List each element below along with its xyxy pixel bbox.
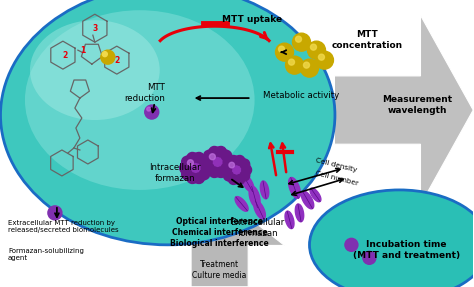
- Polygon shape: [235, 197, 248, 211]
- Circle shape: [216, 146, 226, 157]
- Circle shape: [201, 157, 212, 167]
- Ellipse shape: [30, 20, 160, 120]
- Circle shape: [242, 165, 252, 175]
- Circle shape: [145, 105, 159, 119]
- Text: Optical interference: Optical interference: [176, 217, 263, 226]
- Circle shape: [285, 56, 303, 74]
- Text: Incubation time
(MTT and treatment): Incubation time (MTT and treatment): [353, 240, 460, 259]
- Circle shape: [279, 46, 284, 52]
- Text: 3: 3: [92, 24, 98, 33]
- Circle shape: [228, 156, 238, 165]
- Text: Biological interference: Biological interference: [170, 239, 269, 248]
- Circle shape: [292, 33, 310, 51]
- Text: Extracellular
formazan: Extracellular formazan: [230, 218, 285, 238]
- Text: Chemical interference: Chemical interference: [172, 228, 267, 237]
- Circle shape: [310, 44, 317, 50]
- Polygon shape: [289, 177, 301, 198]
- Polygon shape: [295, 204, 304, 222]
- Text: Formazan-solubilizing
agent: Formazan-solubilizing agent: [8, 248, 84, 261]
- Circle shape: [229, 162, 235, 168]
- Circle shape: [187, 160, 193, 166]
- Circle shape: [235, 156, 245, 165]
- Circle shape: [187, 152, 198, 163]
- Ellipse shape: [0, 0, 335, 245]
- Circle shape: [199, 169, 210, 180]
- Circle shape: [228, 174, 238, 185]
- Circle shape: [203, 147, 233, 177]
- Circle shape: [182, 156, 192, 167]
- Circle shape: [101, 50, 115, 64]
- Text: Intracellular
formazan: Intracellular formazan: [149, 163, 201, 183]
- Circle shape: [275, 43, 293, 61]
- Circle shape: [204, 163, 214, 174]
- Text: Metabolic activity: Metabolic activity: [263, 91, 339, 100]
- Circle shape: [308, 41, 326, 59]
- Text: 1: 1: [80, 46, 85, 55]
- Circle shape: [363, 251, 376, 264]
- Polygon shape: [254, 201, 265, 219]
- Text: Cell density: Cell density: [316, 157, 358, 173]
- Text: 2: 2: [62, 51, 67, 60]
- Circle shape: [209, 146, 219, 157]
- Circle shape: [210, 154, 215, 160]
- Text: 2: 2: [114, 56, 119, 65]
- Text: Measurement
wavelength: Measurement wavelength: [382, 95, 452, 115]
- Text: Cell number: Cell number: [314, 170, 359, 186]
- Circle shape: [102, 52, 107, 57]
- Circle shape: [289, 59, 294, 65]
- Circle shape: [181, 153, 210, 183]
- Text: MTT uptake: MTT uptake: [221, 15, 282, 24]
- Circle shape: [240, 159, 250, 169]
- Circle shape: [222, 165, 231, 175]
- Circle shape: [187, 173, 198, 183]
- Circle shape: [216, 167, 226, 177]
- Ellipse shape: [310, 190, 474, 287]
- Circle shape: [221, 163, 232, 174]
- Circle shape: [303, 62, 310, 68]
- Circle shape: [204, 150, 214, 161]
- Circle shape: [316, 51, 333, 69]
- Polygon shape: [241, 174, 254, 192]
- Text: Treatment: Treatment: [200, 260, 239, 269]
- Circle shape: [194, 173, 204, 183]
- Text: MTT
reduction: MTT reduction: [124, 84, 165, 103]
- Circle shape: [223, 157, 234, 167]
- Circle shape: [235, 174, 245, 185]
- Circle shape: [345, 238, 358, 251]
- Circle shape: [224, 159, 233, 169]
- Circle shape: [295, 36, 301, 42]
- Polygon shape: [335, 15, 473, 205]
- Circle shape: [209, 167, 219, 177]
- Polygon shape: [155, 195, 284, 287]
- Circle shape: [240, 171, 250, 181]
- Circle shape: [223, 156, 251, 184]
- Circle shape: [194, 152, 204, 163]
- Polygon shape: [285, 211, 294, 229]
- Circle shape: [182, 169, 192, 180]
- Circle shape: [221, 150, 232, 161]
- Polygon shape: [310, 188, 321, 202]
- Circle shape: [319, 54, 325, 60]
- Circle shape: [199, 156, 210, 167]
- Polygon shape: [301, 191, 314, 209]
- Circle shape: [48, 206, 62, 220]
- Text: MTT
concentration: MTT concentration: [332, 30, 403, 50]
- Circle shape: [224, 171, 233, 181]
- Circle shape: [201, 163, 212, 173]
- Polygon shape: [260, 181, 269, 199]
- Polygon shape: [249, 186, 260, 208]
- Circle shape: [180, 163, 190, 173]
- Circle shape: [147, 107, 151, 111]
- Text: Extracellular MTT reduction by
released/secreted biomolecules: Extracellular MTT reduction by released/…: [8, 220, 118, 233]
- Ellipse shape: [25, 10, 255, 190]
- Text: Culture media: Culture media: [192, 271, 247, 280]
- Circle shape: [301, 59, 319, 77]
